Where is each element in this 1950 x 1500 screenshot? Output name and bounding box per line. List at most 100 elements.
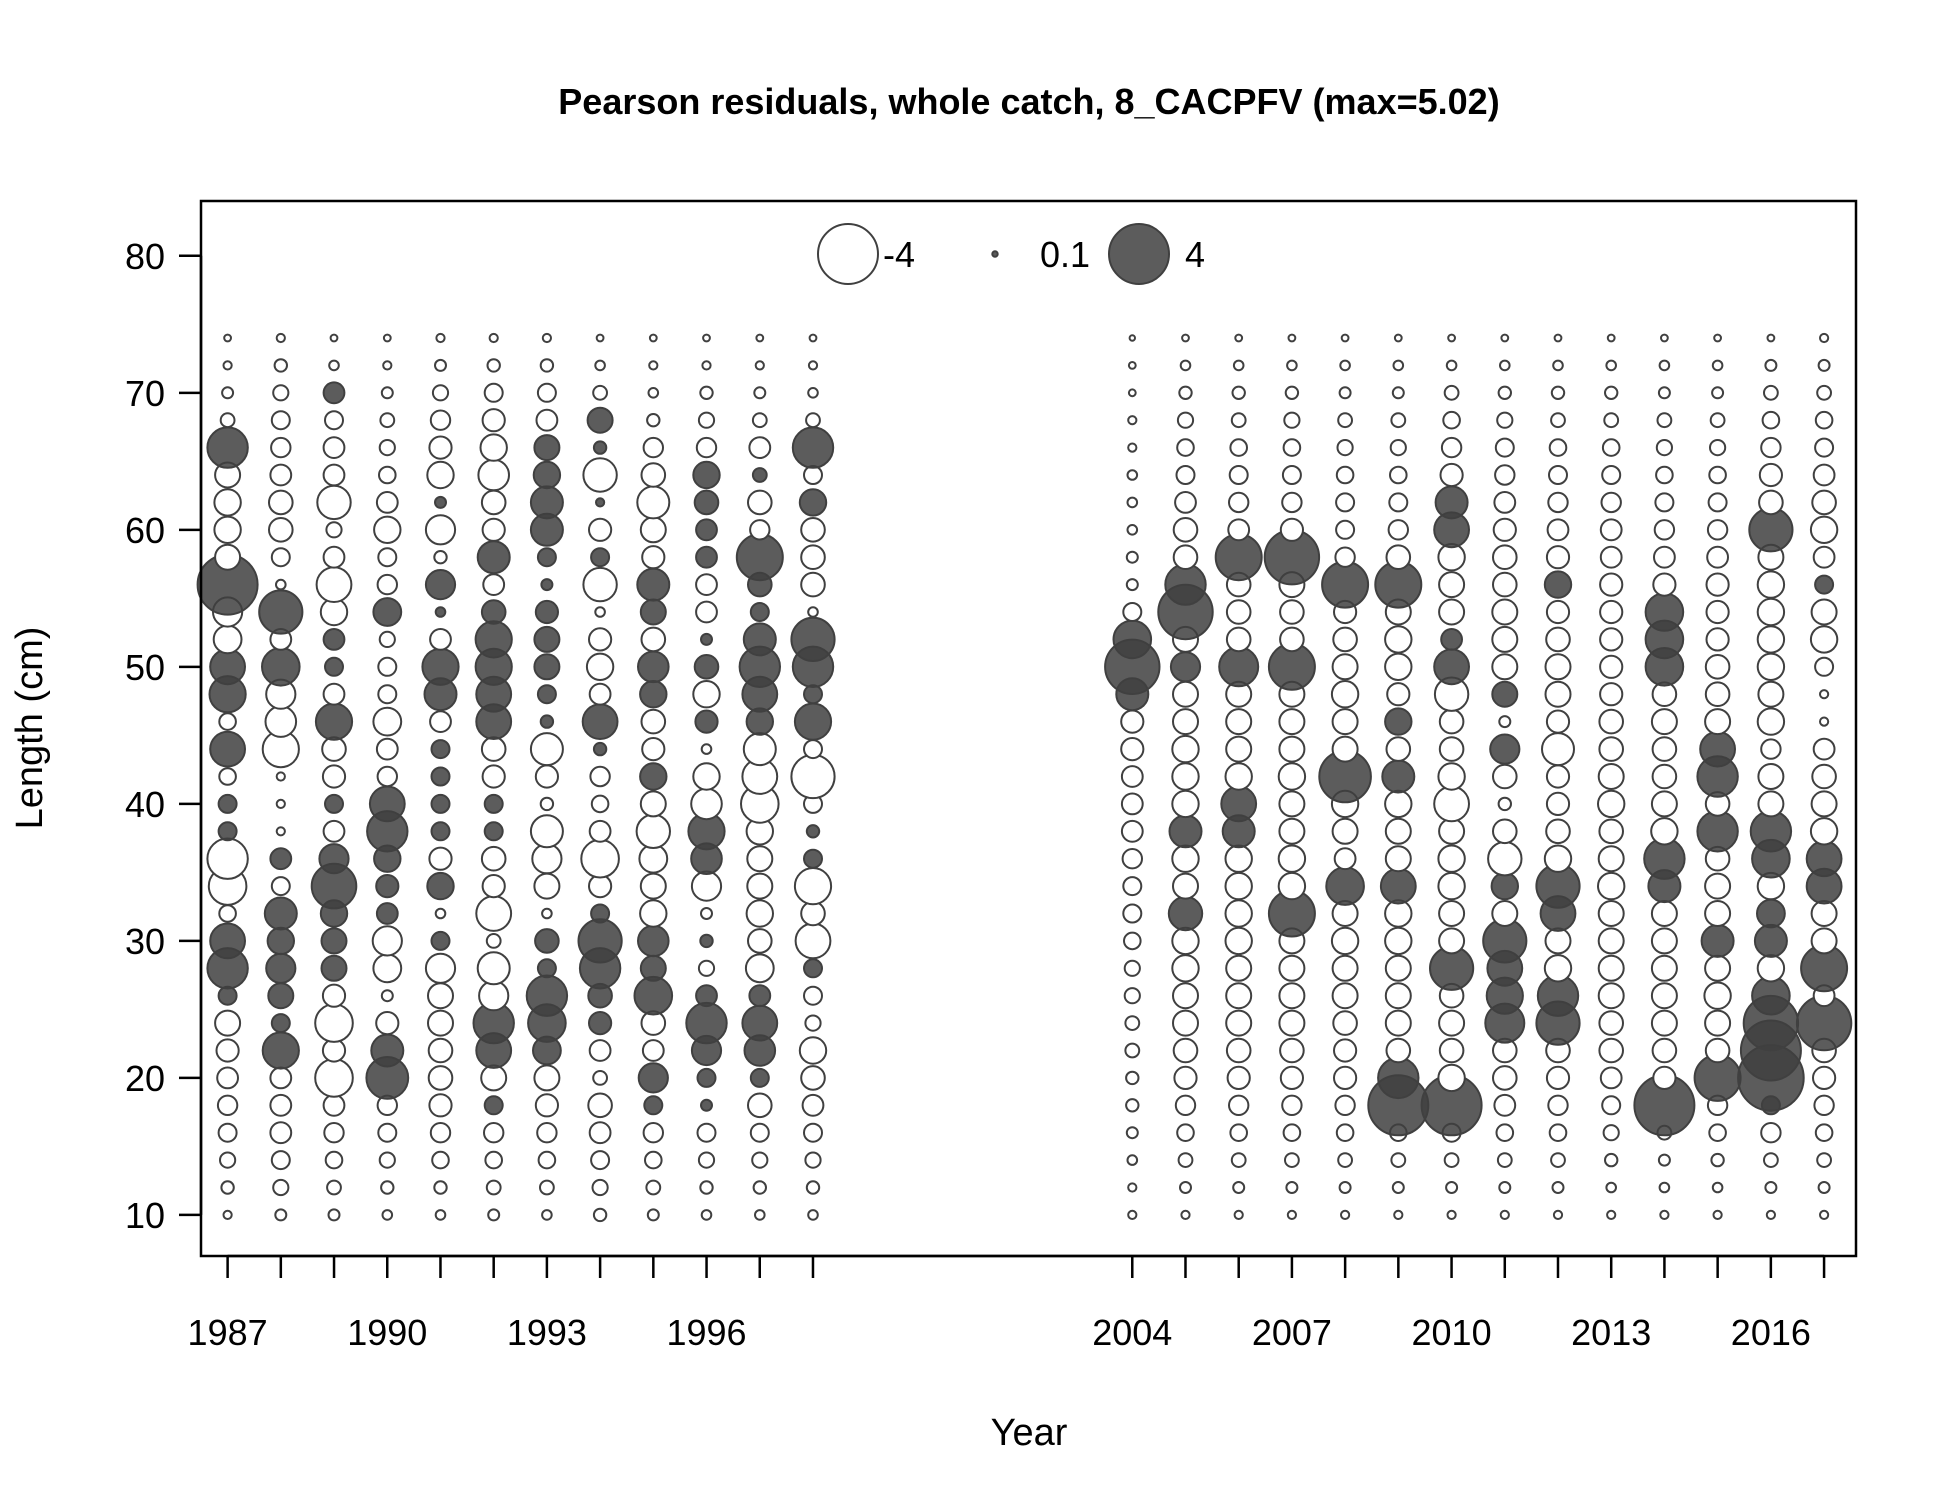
residual-bubble: [1656, 412, 1673, 429]
residual-bubble: [1819, 716, 1830, 727]
residual-bubble: [1285, 1181, 1299, 1194]
residual-bubble: [270, 436, 292, 459]
residual-bubble: [1497, 796, 1513, 812]
residual-bubble: [1599, 599, 1624, 625]
residual-bubble: [1653, 519, 1676, 541]
residual-bubble: [696, 1122, 717, 1143]
residual-bubble: [1599, 545, 1623, 569]
residual-bubble: [793, 867, 833, 906]
residual-bubble: [533, 625, 561, 653]
residual-bubble: [1597, 927, 1625, 955]
residual-bubble: [1331, 954, 1359, 982]
residual-bubble: [479, 433, 508, 462]
residual-bubble: [1437, 871, 1466, 901]
residual-bubble: [1127, 388, 1137, 398]
residual-bubble: [697, 959, 716, 977]
residual-bubble: [1225, 954, 1253, 982]
residual-bubble: [430, 766, 451, 787]
residual-bubble: [798, 1036, 828, 1065]
residual-bubble: [1491, 598, 1519, 626]
residual-bubble: [320, 927, 348, 955]
residual-bubble: [536, 1122, 558, 1144]
residual-bubble: [1551, 1181, 1565, 1194]
residual-bubble: [594, 606, 606, 618]
residual-bubble: [751, 1151, 769, 1169]
residual-bubble: [748, 984, 772, 1008]
residual-bubble: [482, 573, 506, 596]
residual-bubble: [218, 904, 237, 923]
residual-bubble: [486, 358, 501, 373]
residual-bubble: [426, 871, 455, 901]
residual-bubble: [588, 1121, 612, 1145]
residual-bubble: [1819, 689, 1830, 700]
residual-bubble: [1659, 1209, 1670, 1221]
residual-bubble: [1234, 333, 1244, 343]
residual-bubble: [807, 360, 819, 371]
residual-bubble: [274, 1208, 288, 1222]
residual-bubble: [805, 1180, 821, 1195]
residual-bubble: [1489, 733, 1521, 765]
x-axis: 1987 1990 1993 1996 2004 2007 2010 2013 2016: [188, 1254, 1826, 1353]
residual-bubble: [1758, 462, 1784, 488]
residual-bubble: [1282, 1123, 1302, 1142]
residual-bubble: [219, 412, 236, 429]
residual-bubble: [1384, 845, 1412, 873]
residual-bubble: [1700, 923, 1735, 958]
residual-bubble: [1491, 625, 1519, 653]
legend: -4 0.1 4: [817, 223, 1205, 285]
residual-bubble: [1598, 736, 1624, 762]
residual-bubble: [483, 1095, 504, 1116]
residual-bubble: [1713, 333, 1722, 343]
residual-bubble: [639, 516, 667, 544]
residual-bubble: [485, 933, 502, 949]
residual-bubble: [1127, 1182, 1138, 1193]
residual-bubble: [1126, 496, 1139, 509]
residual-bubble: [213, 488, 242, 517]
residual-bubble: [269, 1121, 293, 1145]
residual-bubble: [1330, 680, 1360, 709]
residual-bubble: [1334, 546, 1356, 568]
residual-bubble: [749, 1122, 770, 1143]
residual-bubble: [1384, 789, 1413, 819]
residual-bubble: [1123, 931, 1142, 951]
residual-bubble: [1229, 438, 1248, 457]
residual-bubble: [275, 578, 287, 591]
residual-bubble: [1761, 410, 1781, 430]
residual-bubble: [270, 1013, 291, 1034]
residual-bubble: [747, 1092, 773, 1119]
residual-bubble: [1279, 626, 1305, 653]
residual-bubble: [580, 838, 620, 879]
residual-bubble: [1172, 872, 1199, 900]
residual-bubble: [1704, 708, 1732, 736]
residual-bubble: [1439, 462, 1464, 488]
residual-bubble: [1333, 1065, 1358, 1091]
residual-bubble: [1180, 1209, 1191, 1221]
residual-bubble: [1751, 975, 1791, 1016]
residual-bubble: [536, 684, 557, 705]
residual-bubble: [370, 1033, 405, 1068]
residual-bubble: [1437, 1063, 1466, 1093]
residual-bubble: [695, 518, 718, 542]
residual-bubble: [700, 907, 713, 920]
residual-bubble: [1809, 625, 1839, 654]
residual-bubble: [322, 682, 346, 706]
residual-bubble: [324, 793, 344, 814]
residual-bubble: [1279, 1037, 1305, 1064]
residual-bubble: [534, 1093, 560, 1118]
residual-bubble: [1172, 1037, 1199, 1064]
residual-bubble: [218, 712, 237, 731]
residual-bubble: [1127, 1209, 1138, 1221]
residual-bubble: [1598, 818, 1624, 845]
residual-bubble: [428, 435, 453, 460]
residual-bubble: [1758, 489, 1784, 516]
residual-bubble: [1499, 359, 1511, 372]
residual-bubble: [1123, 987, 1141, 1005]
residual-bubble: [1281, 1094, 1303, 1117]
residual-bubble: [263, 896, 298, 931]
residual-bubble: [1340, 333, 1350, 343]
residual-bubble: [1487, 841, 1523, 877]
residual-bubble: [378, 439, 396, 457]
residual-bubble: [1175, 465, 1196, 485]
residual-bubble: [635, 813, 671, 849]
residual-bubble: [582, 566, 618, 603]
